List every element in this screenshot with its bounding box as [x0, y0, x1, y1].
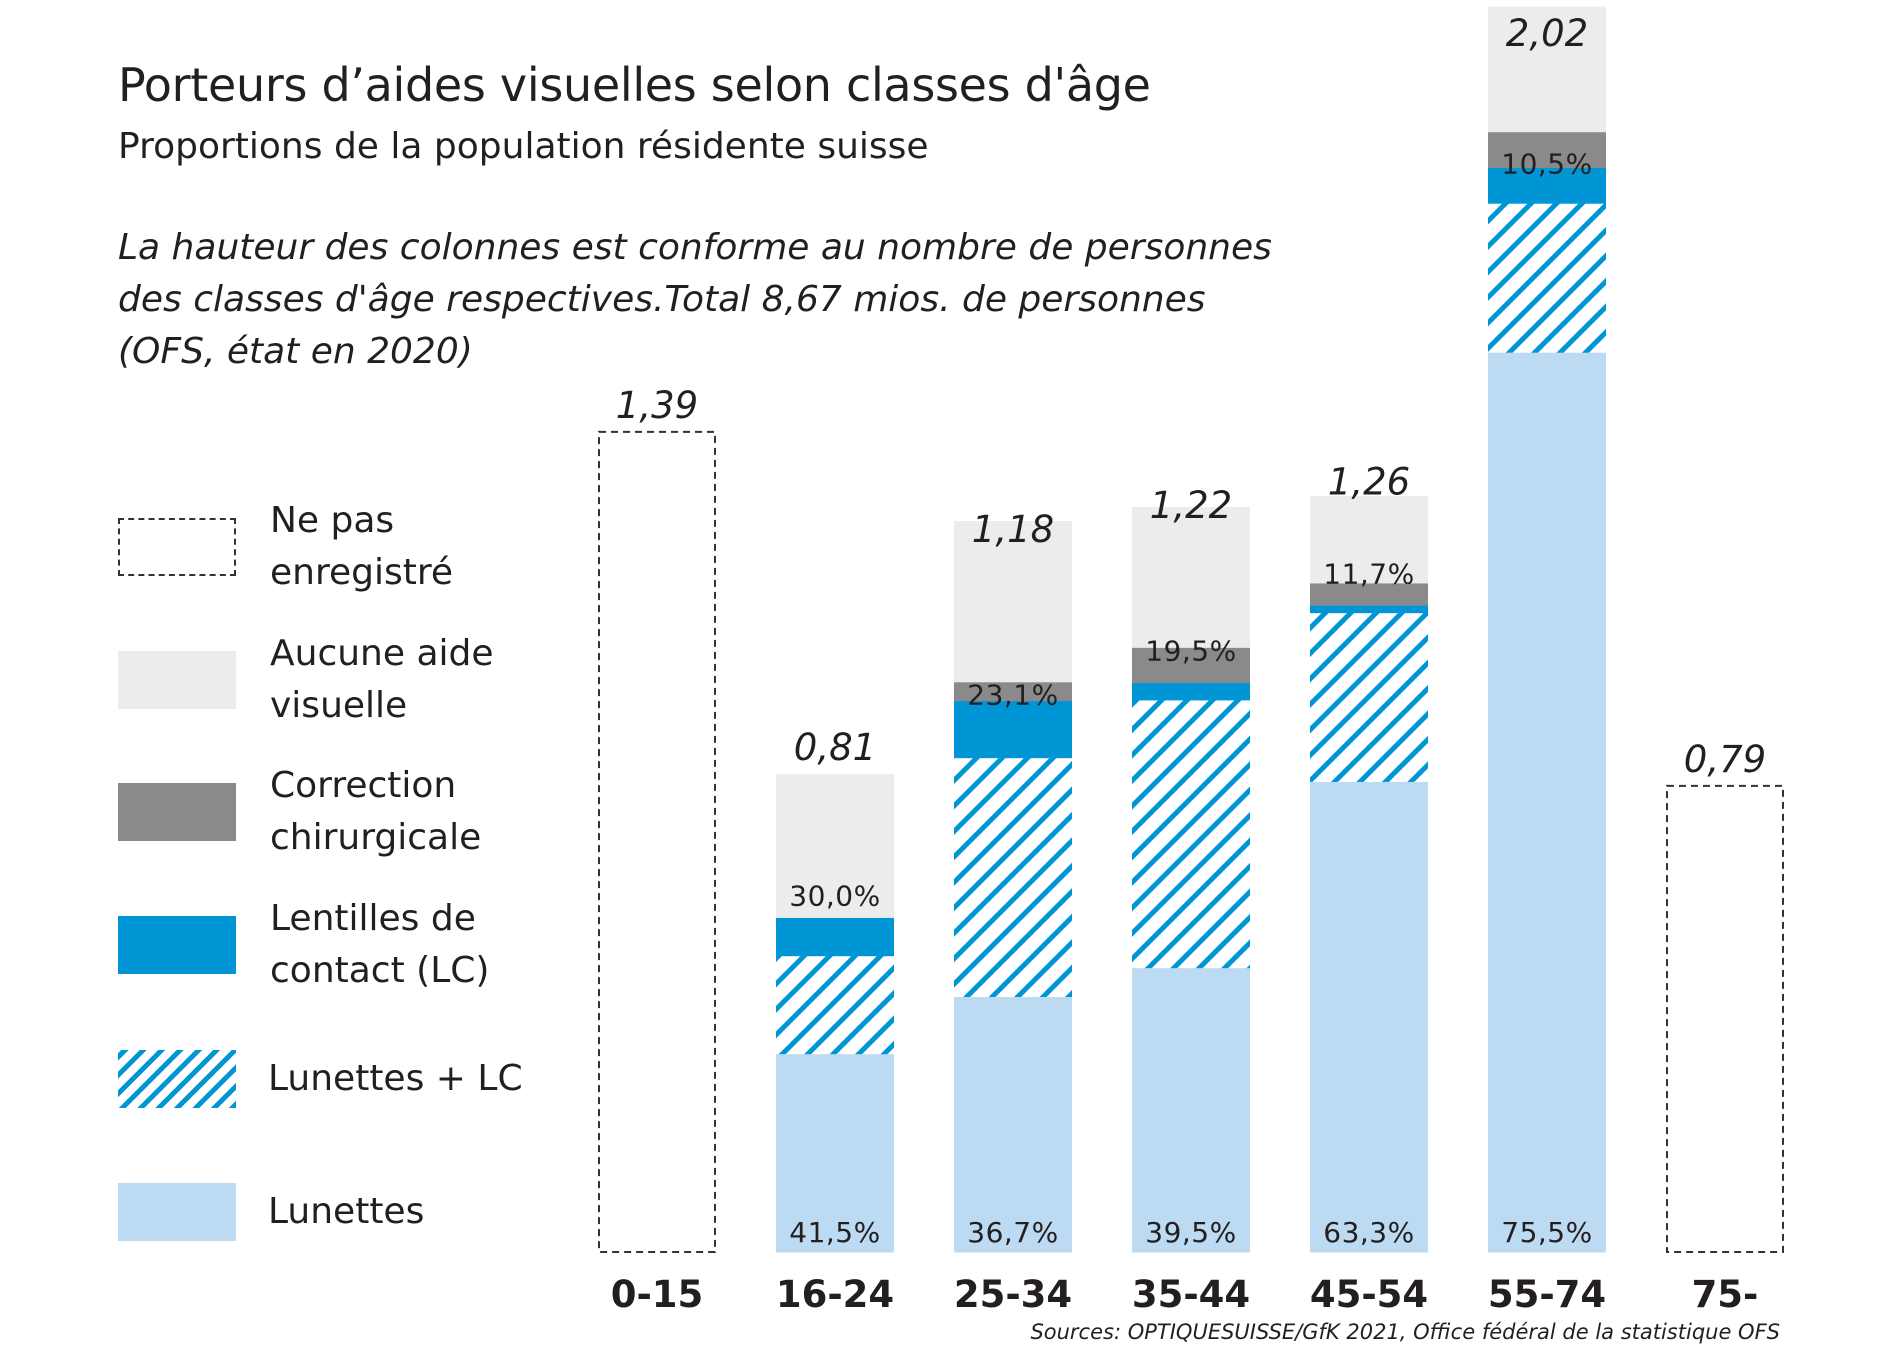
segment-label-lunettes: 63,3% — [1323, 1216, 1414, 1249]
bar-segment-lc — [776, 917, 894, 957]
legend-item-lc: Lentilles de contact (LC) — [118, 886, 538, 996]
category-label: 0-15 — [611, 1273, 704, 1316]
legend-label-lunettes: Lunettes — [268, 1186, 568, 1238]
bar-segment-lunettes — [1132, 967, 1250, 1253]
segment-label-aucune: 19,5% — [1145, 635, 1236, 668]
legend-label-aucune: Aucune aide visuelle — [270, 628, 570, 732]
bar-segment-lunettes_lc — [1132, 699, 1250, 969]
bar-segment-lc — [1488, 167, 1606, 204]
segment-label-lunettes: 39,5% — [1145, 1216, 1236, 1249]
legend-swatch-lunettes_lc — [118, 1050, 236, 1108]
legend-label-nr: Ne pas enregistré — [270, 495, 570, 599]
bar-segment-lc — [1132, 682, 1250, 701]
bar-segment-not-recorded — [598, 430, 716, 1253]
legend-swatch-chirurgicale — [118, 783, 236, 841]
bar-segment-lunettes — [1488, 352, 1606, 1253]
bar-segment-chirurgicale — [1132, 647, 1250, 684]
category-label: 75- — [1692, 1273, 1759, 1316]
legend-label-line: contact (LC) — [270, 950, 490, 991]
chart-note-line: des classes d'âge respectives.Total 8,67… — [118, 279, 1206, 320]
bar-segment-lunettes_lc — [1310, 612, 1428, 782]
total-label: 1,26 — [1328, 461, 1410, 504]
bar-segment-aucune — [1310, 495, 1428, 584]
bar-segment-lunettes_lc — [776, 955, 894, 1055]
legend-label-line: chirurgicale — [270, 817, 482, 858]
legend-label-line: visuelle — [270, 685, 408, 726]
bar-segment-lunettes_lc — [1488, 203, 1606, 353]
bar-segment-chirurgicale — [1310, 582, 1428, 606]
segment-label-aucune: 10,5% — [1501, 147, 1592, 180]
bar-segment-aucune — [954, 520, 1072, 683]
bar-segment-lunettes — [954, 996, 1072, 1253]
total-label: 1,18 — [972, 508, 1054, 551]
legend-label-line: Aucune aide — [270, 633, 494, 674]
category-label: 25-34 — [954, 1273, 1072, 1316]
legend-label-line: Lunettes + LC — [268, 1058, 523, 1099]
bar-segment-aucune — [1488, 6, 1606, 133]
bar-segment-aucune — [1132, 507, 1250, 648]
segment-label-aucune: 11,7% — [1323, 558, 1414, 591]
total-label: 2,02 — [1506, 12, 1588, 55]
legend-label-line: enregistré — [270, 552, 454, 593]
legend-swatch-lc — [118, 916, 236, 974]
segment-label-lunettes: 75,5% — [1501, 1216, 1592, 1249]
legend-swatch-aucune — [118, 651, 236, 709]
legend-label-line: Lentilles de — [270, 898, 476, 939]
bar-segment-aucune — [776, 774, 894, 918]
bar-segment-lunettes — [1310, 781, 1428, 1253]
total-label: 1,39 — [616, 384, 698, 427]
segment-label-lunettes: 36,7% — [967, 1216, 1058, 1249]
bar-segment-chirurgicale — [1488, 131, 1606, 168]
legend-label-line: Correction — [270, 765, 457, 806]
segment-label-aucune: 30,0% — [789, 879, 880, 912]
total-label: 0,79 — [1684, 738, 1766, 781]
legend-label-line: Ne pas — [270, 500, 395, 541]
total-label: 0,81 — [794, 726, 876, 769]
total-label: 1,22 — [1150, 484, 1232, 527]
category-label: 16-24 — [776, 1273, 894, 1316]
bar-segment-not-recorded — [1666, 784, 1784, 1254]
legend-item-lunettes_lc: Lunettes + LC — [118, 1020, 538, 1130]
legend-label-lunettes_lc: Lunettes + LC — [268, 1053, 568, 1105]
segment-label-lunettes: 41,5% — [789, 1216, 880, 1249]
legend-item-lunettes: Lunettes — [118, 1153, 538, 1263]
bar-segment-lunettes_lc — [954, 757, 1072, 997]
legend-item-aucune: Aucune aide visuelle — [118, 621, 538, 731]
bar-segment-chirurgicale — [954, 681, 1072, 702]
legend-label-lc: Lentilles de contact (LC) — [270, 893, 570, 997]
category-label: 35-44 — [1132, 1273, 1250, 1316]
bar-segment-lunettes — [776, 1053, 894, 1253]
chart-note-line: La hauteur des colonnes est conforme au … — [118, 227, 1272, 268]
category-label: 45-54 — [1310, 1273, 1428, 1316]
chart-note: La hauteur des colonnes est conforme au … — [118, 222, 1272, 378]
chart-note-line: (OFS, état en 2020) — [118, 331, 473, 372]
sources-note: Sources: OPTIQUESUISSE/GfK 2021, Office … — [1030, 1320, 1780, 1344]
legend-swatch-lunettes — [118, 1183, 236, 1241]
chart-subtitle: Proportions de la population résidente s… — [118, 126, 929, 167]
category-label: 55-74 — [1488, 1273, 1606, 1316]
legend-label-chirurgicale: Correction chirurgicale — [270, 760, 570, 864]
bars-layer: 1,39 0-15 41,5% 30,0% 0,81 16-24 36,7% 23,1% 1,1… — [598, 6, 1784, 1316]
legend-item-chirurgicale: Correction chirurgicale — [118, 753, 538, 863]
legend: Ne pas enregistré Aucune aide visuelle Corre… — [118, 0, 538, 1359]
bar-segment-lc — [954, 700, 1072, 759]
legend-item-nr: Ne pas enregistré — [118, 488, 538, 598]
segment-label-aucune: 23,1% — [967, 679, 1058, 712]
bar-segment-lc — [1310, 605, 1428, 614]
legend-label-line: Lunettes — [268, 1191, 425, 1232]
chart-title: Porteurs d’aides visuelles selon classes… — [118, 58, 1151, 112]
legend-swatch-nr — [118, 518, 236, 576]
